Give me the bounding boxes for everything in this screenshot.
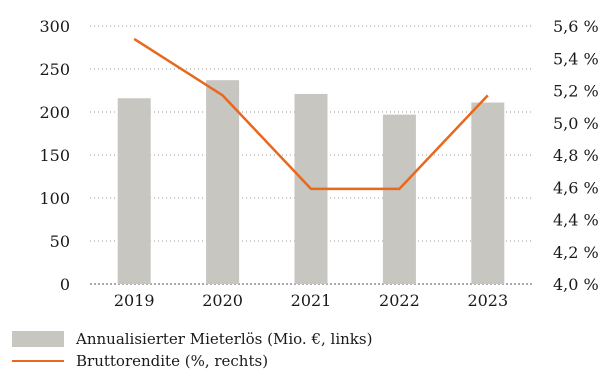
legend-label-bar: Annualisierter Mieterlös (Mio. €, links) — [76, 328, 372, 350]
bar-2023 — [471, 103, 504, 284]
left-tick-label: 50 — [50, 232, 70, 251]
left-tick-label: 300 — [39, 17, 70, 36]
x-axis-ticks: 2019 2020 2021 2022 2023 — [114, 291, 508, 310]
legend-item-bar: Annualisierter Mieterlös (Mio. €, links) — [12, 328, 372, 350]
right-tick-label: 5,4 % — [553, 49, 599, 68]
legend: Annualisierter Mieterlös (Mio. €, links)… — [12, 328, 372, 372]
right-tick-label: 5,0 % — [553, 114, 599, 133]
x-tick-label: 2020 — [202, 291, 243, 310]
bar-2019 — [118, 98, 151, 284]
left-tick-label: 150 — [39, 146, 70, 165]
left-tick-label: 250 — [39, 60, 70, 79]
bar-2022 — [383, 115, 416, 284]
legend-swatch-line — [12, 360, 64, 362]
bar-series — [118, 80, 505, 284]
right-tick-label: 5,6 % — [553, 17, 599, 36]
x-tick-label: 2023 — [467, 291, 508, 310]
left-tick-label: 200 — [39, 103, 70, 122]
legend-item-line: Bruttorendite (%, rechts) — [12, 350, 372, 372]
x-tick-label: 2022 — [379, 291, 420, 310]
right-tick-label: 4,6 % — [553, 178, 599, 197]
right-axis-ticks: 4,0 % 4,2 % 4,4 % 4,6 % 4,8 % 5,0 % 5,2 % 5,4 %… — [553, 17, 599, 294]
left-tick-label: 0 — [60, 275, 70, 294]
right-tick-label: 4,0 % — [553, 275, 599, 294]
legend-label-line: Bruttorendite (%, rechts) — [76, 350, 268, 372]
legend-swatch-bar — [12, 331, 64, 347]
right-tick-label: 4,4 % — [553, 211, 599, 230]
x-tick-label: 2021 — [291, 291, 332, 310]
bar-2020 — [206, 80, 239, 284]
left-tick-label: 100 — [39, 189, 70, 208]
x-tick-label: 2019 — [114, 291, 155, 310]
right-tick-label: 4,8 % — [553, 146, 599, 165]
left-axis-ticks: 0 50 100 150 200 250 300 — [39, 17, 70, 294]
right-tick-label: 5,2 % — [553, 82, 599, 101]
right-tick-label: 4,2 % — [553, 243, 599, 262]
